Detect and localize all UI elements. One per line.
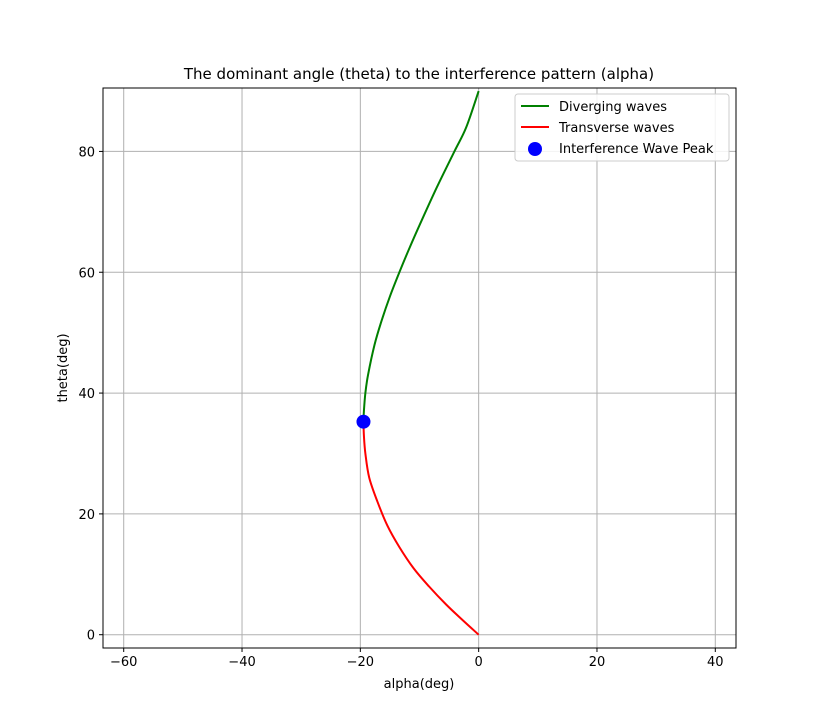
x-tick-label: 40 [707, 655, 724, 670]
x-axis: −60 −40 −20 0 20 40 [110, 648, 724, 670]
grid [103, 88, 736, 648]
y-tick-label: 60 [78, 266, 95, 281]
legend-label-diverging-waves: Diverging waves [559, 100, 667, 115]
x-tick-label: 0 [475, 655, 483, 670]
y-tick-label: 0 [87, 629, 95, 644]
legend-label-interference-wave-peak: Interference Wave Peak [559, 142, 714, 157]
axes-frame [102, 87, 737, 649]
x-tick-label: 20 [589, 655, 606, 670]
interference-wave-peak-point [356, 414, 371, 429]
x-tick-label: −20 [347, 655, 374, 670]
diverging-waves-line [362, 90, 480, 422]
y-tick-label: 40 [78, 387, 95, 402]
y-axis: 0 20 40 60 80 [78, 145, 103, 644]
transverse-waves-line [362, 421, 480, 636]
legend-label-transverse-waves: Transverse waves [558, 121, 675, 136]
legend-box [514, 93, 730, 162]
legend-swatch-interference-wave-peak [528, 142, 542, 156]
x-tick-label: −40 [228, 655, 255, 670]
x-tick-label: −60 [110, 655, 137, 670]
y-axis-label: theta(deg) [56, 333, 71, 402]
y-tick-label: 80 [78, 145, 95, 160]
y-tick-label: 20 [78, 508, 95, 523]
legend: Diverging waves Transverse waves Interfere… [514, 93, 730, 162]
x-axis-label: alpha(deg) [384, 677, 455, 692]
chart-title: The dominant angle (theta) to the interf… [183, 65, 654, 83]
plot-area [356, 90, 480, 636]
